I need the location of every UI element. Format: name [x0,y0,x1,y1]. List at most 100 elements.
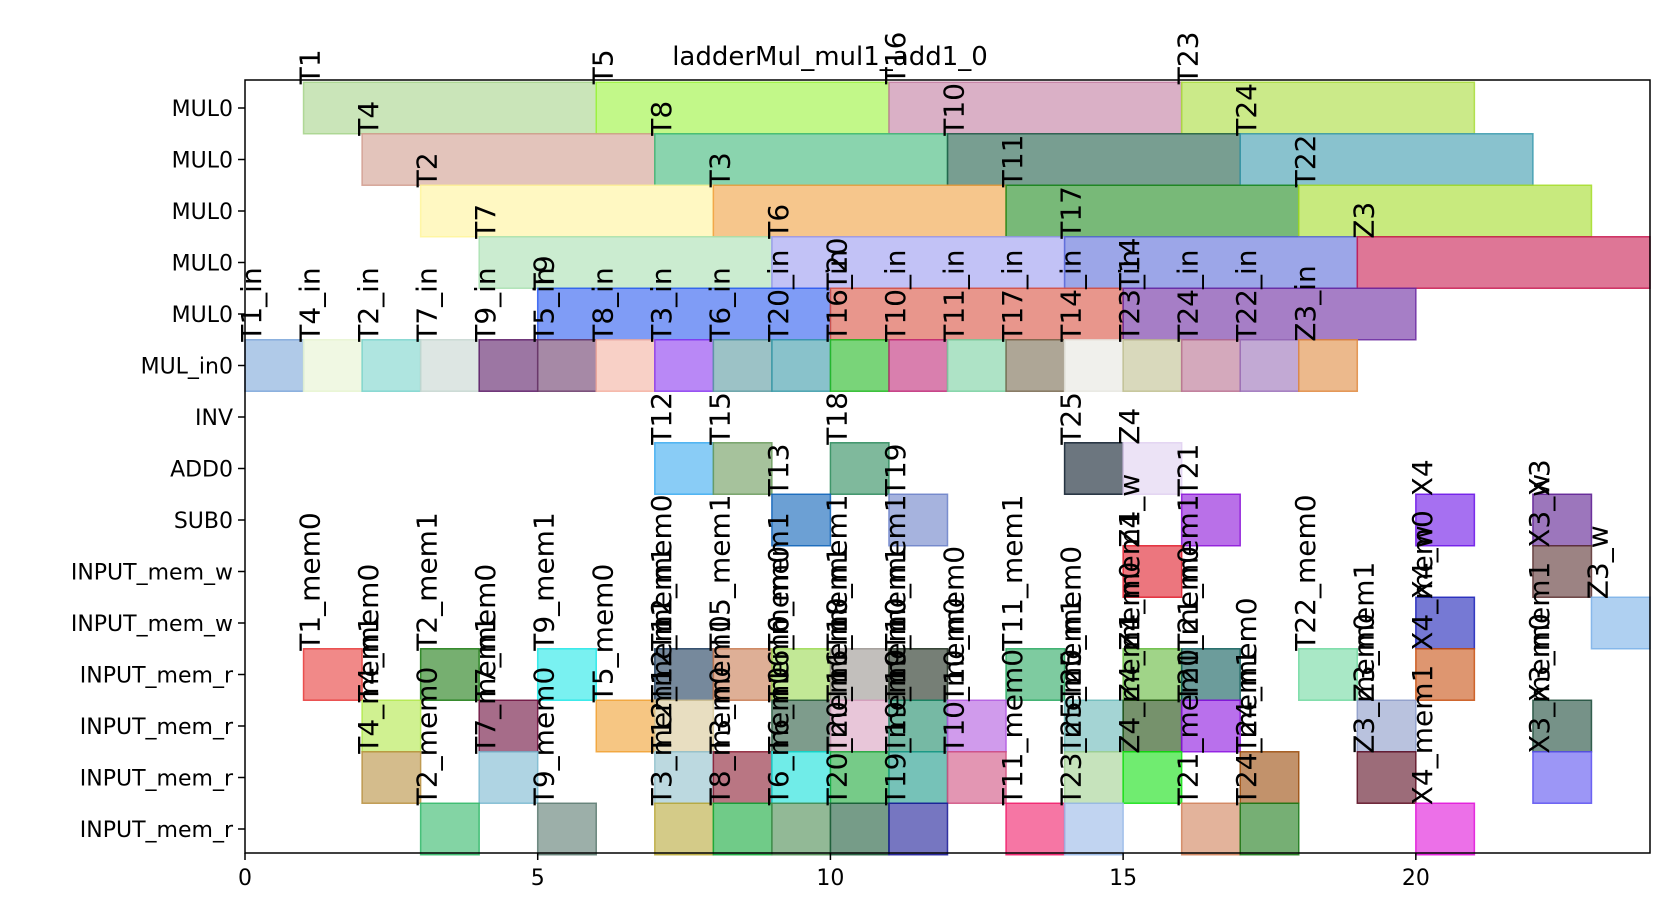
task-bar [361,133,656,186]
task-bar [1415,802,1476,856]
task-label: X3_mem1 [1523,562,1556,703]
task-label: T22_in [1230,249,1263,342]
task-label: Z3_mem1 [1347,562,1380,703]
task-bar [1532,699,1593,753]
task-label: T16 [879,32,912,86]
task-bar [771,699,832,753]
task-label: T24_in [1172,249,1205,342]
task-bar [536,648,597,701]
task-label: T9_mem1 [528,512,561,652]
task-bar [654,133,949,186]
task-bar [361,339,422,392]
task-bar [654,751,715,804]
y-tick-label: MUL0 [172,200,233,225]
task-bar [1239,751,1300,804]
task-bar [1122,339,1183,392]
task-label: T20 [820,238,853,292]
task-label: T3_mem1 [645,667,678,807]
task-bar [888,802,949,856]
task-label: X4_mem1 [1406,665,1439,806]
task-bar [302,648,363,701]
task-bar [888,81,1183,135]
task-bar [654,442,715,495]
y-tick-label: SUB0 [174,509,233,534]
task-bar [829,802,890,856]
task-bar [888,339,949,392]
task-bar [1122,699,1183,753]
task-label: T13 [762,444,795,498]
y-tick-label: INPUT_mem_r [80,767,234,792]
task-label: T7 [469,204,502,240]
task-label: T25_mem1 [1055,597,1088,754]
task-label: T9_in [469,267,502,342]
y-tick-label: MUL0 [172,252,233,277]
task-bar [1063,802,1124,856]
task-label: T23_mem0 [1055,649,1088,806]
task-bar [1063,442,1124,495]
task-bar [1005,802,1066,856]
task-bar [1122,751,1183,804]
task-bar [1239,133,1534,186]
task-label: Z4_mem1 [1113,613,1146,754]
task-bar [536,802,597,856]
task-label: T11_mem0 [996,649,1029,806]
task-label: Z4_w [1113,474,1146,548]
task-label: T16_mem0 [762,546,795,703]
task-label: T20_in [762,249,795,342]
y-tick-label: MUL0 [172,97,233,122]
x-tick-label: 10 [816,866,844,891]
task-bar [419,648,480,701]
task-bar [1298,648,1359,701]
task-label: Z4_mem1 [1113,510,1146,651]
task-bar [1415,648,1476,701]
task-label: T24_mem1 [1230,649,1263,806]
y-tick-label: INPUT_mem_w [71,612,233,637]
task-bar [1063,699,1124,753]
task-bar [712,442,773,495]
task-bar [829,751,890,804]
task-bar [946,133,1241,186]
task-bar [1180,802,1241,856]
task-label: T10_mem0 [938,597,971,754]
y-tick-label: INPUT_mem_r [80,715,234,740]
task-label: T11_in [938,249,971,342]
task-label: T12_mem1 [645,597,678,754]
task-label: T2_mem1 [411,512,444,652]
task-label: T14 [1113,238,1146,292]
task-label: T6_mem0 [762,615,795,755]
task-label: T24 [1230,83,1263,137]
task-label: T3_mem0 [703,615,736,755]
task-label: T3_in [645,267,678,342]
task-bar [712,751,773,804]
y-tick-label: INPUT_mem_w [71,561,233,586]
axes-layer: MUL0 MUL0 MUL0 MUL0 MUL0 MUL_in0 INV ADD0 SUB0 IN… [71,79,1651,891]
task-bar [302,339,363,392]
task-label: T10 [938,83,971,137]
task-label: T7_mem0 [469,564,502,704]
task-bar [1063,339,1124,392]
task-bar [595,699,656,753]
task-label: T1_in [235,267,268,342]
task-bar [1122,287,1417,341]
task-label: Z3_mem0 [1347,613,1380,754]
task-bar [1005,339,1066,392]
task-bar [946,751,1007,804]
task-label: Z4 [1113,408,1146,445]
task-label: T16_mem1 [820,546,853,703]
task-label: T14_in [1055,249,1088,342]
y-tick-label: INPUT_mem_r [80,664,234,689]
y-tick-label: INV [195,406,233,431]
task-bar [829,648,890,701]
task-label: Z3 [1347,202,1380,239]
task-bar [536,287,832,341]
task-bar [1298,339,1359,392]
task-bar [1415,493,1476,547]
task-bar [1180,339,1241,392]
task-label: X4_mem0 [1406,510,1439,651]
task-label: T21_mem0 [1172,546,1205,703]
task-bar [712,184,1007,238]
task-label: T8_mem0 [703,667,736,807]
task-bar [829,339,890,392]
task-label: T5_mem0 [586,564,619,704]
